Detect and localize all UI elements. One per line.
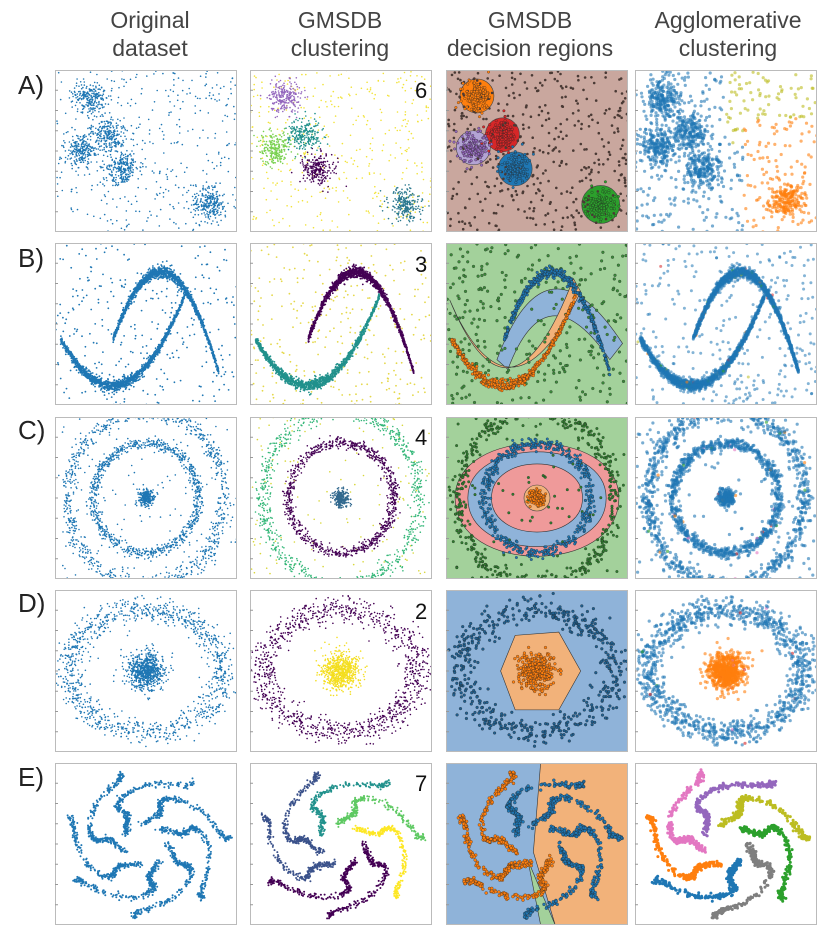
panel-b-gmsdb	[250, 243, 432, 405]
panel-b-regions	[446, 243, 628, 405]
panel-c-gmsdb-svg	[250, 417, 432, 579]
axes-frame	[250, 590, 432, 752]
panel-d-gmsdb	[250, 590, 432, 752]
panel-a-agglomerative-svg	[635, 70, 817, 232]
panel-e-agglomerative-svg	[635, 763, 817, 925]
panel-e-original	[55, 763, 237, 925]
scatter-points	[644, 768, 812, 920]
panel-a-regions-svg	[446, 70, 628, 232]
panel-a-agglomerative	[635, 70, 817, 232]
panel-c-agglomerative	[635, 417, 817, 579]
panel-e-regions-svg	[446, 763, 628, 925]
axes-frame	[250, 243, 432, 405]
scatter-points	[55, 594, 237, 748]
row-label-e: E)	[18, 762, 44, 793]
scatter-points	[58, 417, 237, 579]
panel-c-regions	[446, 417, 628, 579]
panel-e-regions	[446, 763, 628, 925]
panel-b-gmsdb-svg	[250, 243, 432, 405]
row-label-a: A)	[18, 70, 44, 101]
scatter-points	[635, 243, 817, 405]
panel-e-original-svg	[55, 763, 237, 925]
panel-b-agglomerative	[635, 243, 817, 405]
panel-d-gmsdb-svg	[250, 590, 432, 752]
axes-frame	[250, 763, 432, 925]
row-label-d: D)	[18, 588, 45, 619]
scatter-points	[250, 595, 432, 752]
scatter-points	[250, 417, 432, 579]
panel-b-original-svg	[55, 243, 237, 405]
panel-a-original-svg	[55, 70, 237, 232]
cluster-count-c: 4	[415, 425, 427, 451]
cluster-count-b: 3	[415, 252, 427, 278]
panel-a-original	[55, 70, 237, 232]
scatter-points	[635, 417, 817, 579]
region-blue	[496, 288, 623, 370]
panel-c-regions-svg	[446, 417, 628, 579]
panel-d-regions-svg	[446, 590, 628, 752]
panel-d-regions	[446, 590, 628, 752]
panel-c-agglomerative-svg	[635, 417, 817, 579]
scatter-points	[55, 70, 237, 232]
row-label-c: C)	[18, 415, 45, 446]
panel-a-regions	[446, 70, 628, 232]
panel-a-gmsdb-svg	[250, 70, 432, 232]
panel-d-original-svg	[55, 590, 237, 752]
axes-frame	[635, 243, 817, 405]
panel-b-original	[55, 243, 237, 405]
cluster-count-a: 6	[415, 78, 427, 104]
panel-e-gmsdb-svg	[250, 763, 432, 925]
axes-frame	[55, 243, 237, 405]
scatter-points	[260, 771, 427, 920]
column-header-original: Original dataset	[50, 6, 250, 62]
scatter-points	[446, 243, 628, 405]
scatter-points	[446, 70, 628, 232]
scatter-points	[66, 770, 233, 920]
scatter-points	[447, 591, 628, 748]
cluster-count-d: 2	[415, 599, 427, 625]
scatter-points	[250, 70, 432, 232]
row-label-b: B)	[18, 243, 44, 274]
panel-b-agglomerative-svg	[635, 243, 817, 405]
scatter-points	[635, 70, 817, 232]
panel-c-original-svg	[55, 417, 237, 579]
panel-e-gmsdb	[250, 763, 432, 925]
panel-c-original	[55, 417, 237, 579]
panel-d-agglomerative	[635, 590, 817, 752]
column-header-agglomerative: Agglomerative clustering	[628, 6, 828, 62]
scatter-points	[250, 243, 432, 405]
scatter-points	[447, 417, 626, 579]
cluster-count-e: 7	[415, 771, 427, 797]
column-header-gmsdb-regions: GMSDB decision regions	[430, 6, 630, 62]
scatter-points	[456, 770, 624, 920]
panel-d-original	[55, 590, 237, 752]
column-header-gmsdb-clustering: GMSDB clustering	[240, 6, 440, 62]
scatter-points	[636, 594, 817, 747]
panel-d-agglomerative-svg	[635, 590, 817, 752]
region-orange	[533, 763, 628, 925]
panel-c-gmsdb	[250, 417, 432, 579]
panel-e-agglomerative	[635, 763, 817, 925]
scatter-points	[55, 243, 237, 405]
panel-b-regions-svg	[446, 243, 628, 405]
panel-a-gmsdb	[250, 70, 432, 232]
